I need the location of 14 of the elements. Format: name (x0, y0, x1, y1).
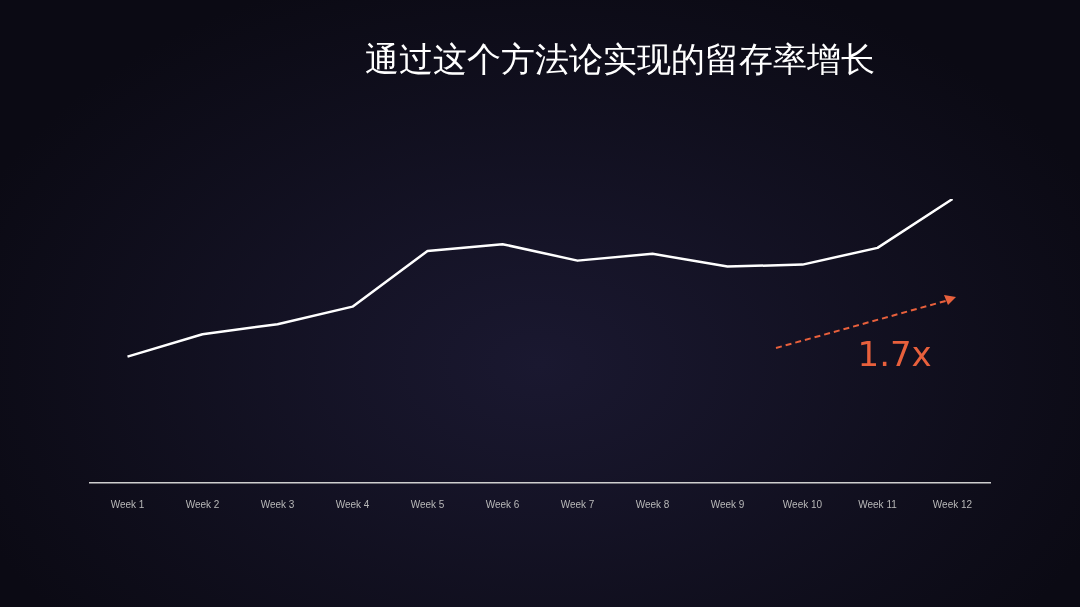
x-tick-label: Week 7 (560, 498, 595, 510)
x-tick-label: Week 2 (185, 498, 220, 510)
x-tick-label: Week 8 (635, 498, 670, 510)
x-tick-label: Week 9 (710, 498, 745, 510)
annotation: 1.7x (857, 333, 932, 374)
x-tick-label: Week 11 (858, 498, 898, 510)
x-tick-label: Week 4 (335, 498, 370, 510)
chart-title: 通过这个方法论实现的留存率增长 (365, 38, 875, 79)
x-tick-label: Week 6 (485, 498, 520, 510)
x-tick-label: Week 10 (782, 498, 823, 510)
x-tick-label: Week 3 (260, 498, 295, 510)
x-tick-label: Week 1 (110, 498, 145, 510)
x-tick-label: Week 12 (932, 498, 973, 510)
x-tick-label: Week 5 (410, 498, 445, 510)
